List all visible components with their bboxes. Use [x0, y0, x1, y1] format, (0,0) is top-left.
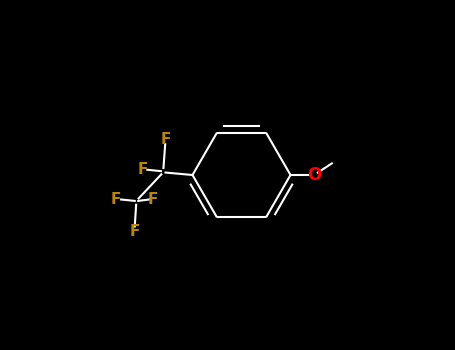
Text: F: F — [137, 162, 147, 177]
Text: F: F — [161, 133, 172, 147]
Text: O: O — [307, 166, 321, 184]
Text: F: F — [111, 192, 121, 207]
Text: F: F — [130, 224, 140, 238]
Text: F: F — [148, 192, 158, 207]
